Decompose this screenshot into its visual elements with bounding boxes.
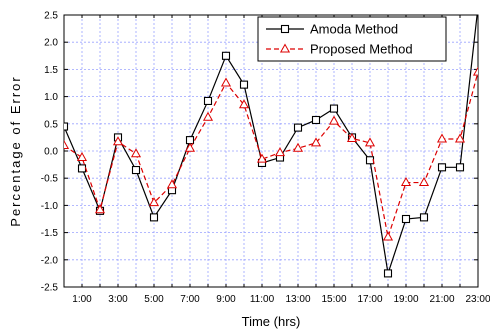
y-tick-label: -2.0 [41,255,59,266]
y-tick-label: -1.0 [41,201,59,212]
data-point-triangle [472,66,478,76]
data-point-square [437,163,447,172]
data-point-triangle [454,133,466,143]
y-axis-label: Percentage of Error [8,75,23,226]
x-tick-label: 3:00 [108,294,128,305]
data-point-triangle [364,137,376,147]
data-point-triangle [166,179,178,189]
x-axis-label: Time (hrs) [242,314,301,329]
x-tick-label: 15:00 [321,294,346,305]
y-tick-label: 1.0 [44,92,58,103]
data-point-triangle [400,177,412,187]
series-line [64,71,478,240]
legend-label: Amoda Method [310,22,398,37]
x-tick-label: 7:00 [180,294,200,305]
data-point-triangle [436,133,448,143]
data-point-triangle [94,204,106,214]
y-tick-label: 2.0 [44,38,58,49]
data-point-triangle [64,140,70,150]
data-point-triangle [418,177,430,187]
y-tick-label: -2.5 [41,283,59,294]
x-tick-label: 23:00 [465,294,490,305]
x-tick-label: 1:00 [72,294,92,305]
data-point-triangle [382,231,394,241]
data-point-square [185,136,195,145]
legend: Amoda Method Proposed Method [257,16,447,62]
y-tick-label: 0.0 [44,147,58,158]
y-tick-label: -0.5 [41,174,59,185]
data-point-triangle [130,148,142,158]
data-point-triangle [256,153,268,163]
data-point-square [401,214,411,224]
data-point-square [383,269,393,278]
axis-ticks: 2.5 2.0 1.5 1.0 0.5 0.0 -0.5 -1.0 -1.5 -2.0 -2.5 1:… [41,11,490,306]
x-tick-label: 13:00 [285,294,310,305]
data-point-square [203,96,213,106]
y-tick-label: 2.5 [44,11,58,22]
data-point-triangle [112,136,124,146]
data-point-triangle [310,137,322,147]
data-point-triangle [292,142,304,152]
x-tick-label: 17:00 [357,294,382,305]
legend-marker-triangle [279,43,291,53]
data-point-triangle [328,115,340,125]
data-point-triangle [148,197,160,207]
data-point-square [329,104,339,113]
legend-marker-square [280,24,290,34]
data-point-square [311,115,321,125]
data-point-square [365,156,375,165]
y-tick-label: 1.5 [44,65,58,76]
legend-label: Proposed Method [310,42,413,57]
data-point-square [419,213,429,222]
x-tick-label: 11:00 [250,294,275,305]
data-point-triangle [274,147,286,157]
series-layer [64,3,482,278]
data-point-square [475,3,482,10]
data-point-square [239,80,249,89]
data-point-triangle [238,99,250,109]
data-point-triangle [202,111,214,121]
data-point-triangle [76,152,88,162]
data-point-triangle [220,77,232,87]
legend-box [257,16,447,62]
x-tick-label: 21:00 [429,294,454,305]
legend-items: Amoda Method Proposed Method [266,22,413,57]
x-tick-label: 9:00 [216,294,236,305]
data-point-triangle [346,132,358,142]
data-point-square [293,123,303,132]
data-point-square [64,122,69,131]
series-triangle [64,66,478,241]
data-point-triangle [184,142,196,152]
data-point-square [455,163,465,172]
data-point-square [77,164,87,173]
y-tick-label: -1.5 [41,228,59,239]
data-point-square [131,165,141,175]
y-tick-label: 0.5 [44,119,58,130]
x-tick-label: 5:00 [144,294,164,305]
x-tick-label: 19:00 [393,294,418,305]
data-point-square [221,51,231,60]
data-point-square [149,213,159,222]
